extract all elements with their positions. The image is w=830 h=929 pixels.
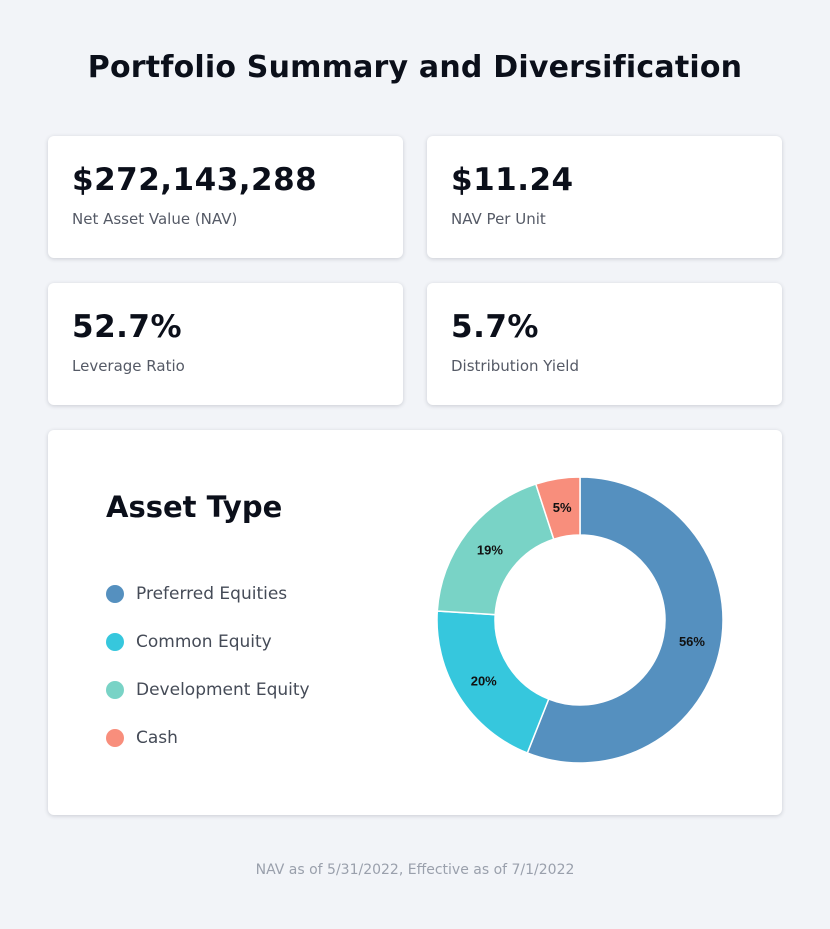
legend-item: Cash [106,714,310,762]
legend-swatch [106,585,124,603]
legend-label: Preferred Equities [136,584,288,604]
stat-value: $272,143,288 [72,162,318,198]
legend-label: Cash [136,728,178,748]
donut-slice [526,476,724,764]
stat-card-nav-per-unit: $11.24 NAV Per Unit [427,136,782,258]
slice-label: 20% [471,674,497,689]
page-title: Portfolio Summary and Diversification [87,50,743,85]
chart-legend: Preferred Equities Common Equity Developme… [106,570,310,762]
stat-value: $11.24 [451,162,574,198]
stat-card-distribution-yield: 5.7% Distribution Yield [427,283,782,405]
legend-swatch [106,729,124,747]
slice-label: 19% [477,543,503,558]
stat-card-nav: $272,143,288 Net Asset Value (NAV) [48,136,403,258]
footer-note: NAV as of 5/31/2022, Effective as of 7/1… [255,862,575,878]
stat-label: Leverage Ratio [72,357,185,375]
stat-label: NAV Per Unit [451,210,546,228]
stat-value: 5.7% [451,309,539,345]
donut-slice [436,610,550,754]
legend-item: Preferred Equities [106,570,310,618]
stat-card-leverage-ratio: 52.7% Leverage Ratio [48,283,403,405]
legend-label: Development Equity [136,680,310,700]
legend-swatch [106,681,124,699]
donut-slice [534,476,581,541]
legend-label: Common Equity [136,632,272,652]
donut-chart: 56% 20% 19% 5% [436,476,724,764]
asset-type-chart-card: Asset Type Preferred Equities Common Equi… [48,430,782,815]
legend-item: Common Equity [106,618,310,666]
legend-item: Development Equity [106,666,310,714]
chart-title: Asset Type [106,490,283,524]
stat-value: 52.7% [72,309,183,345]
slice-label: 5% [553,500,572,515]
stat-label: Distribution Yield [451,357,579,375]
slice-label: 56% [679,634,705,649]
legend-swatch [106,633,124,651]
stat-label: Net Asset Value (NAV) [72,210,238,228]
